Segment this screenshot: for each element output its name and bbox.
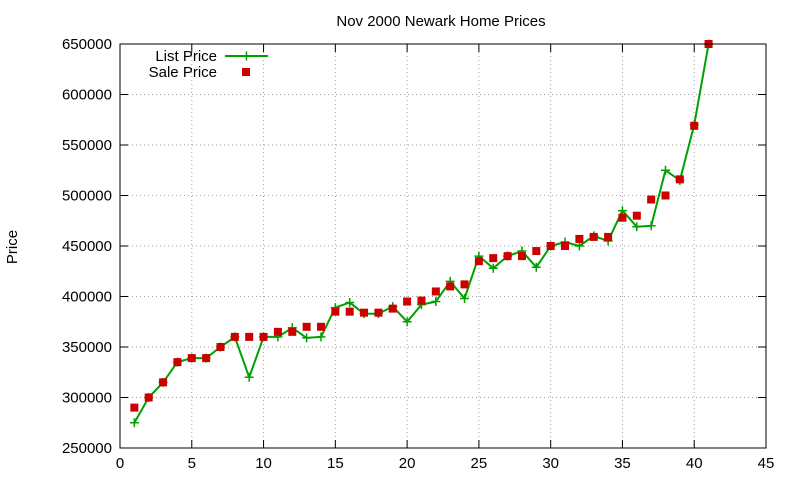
sale-price-point [144,393,153,402]
x-tick-label: 40 [686,455,703,472]
x-tick-label: 45 [758,455,775,472]
list-price-point [129,418,139,428]
sale-price-point [431,287,440,296]
plot-frame [119,43,767,449]
sale-price-point [230,332,239,341]
list-price-point [345,298,355,308]
y-tick-label: 350000 [62,339,112,356]
y-tick-label: 550000 [62,137,112,154]
sale-price-point [388,304,397,313]
list-price-point [244,372,254,382]
sale-price-point [130,403,139,412]
sale-price-point [417,296,426,305]
x-tick-label: 10 [255,455,272,472]
legend-label-sale-price: Sale Price [149,64,217,81]
list-price-point [531,262,541,272]
sale-price-point [331,307,340,316]
sale-price-point [690,121,699,130]
y-tick-label: 250000 [62,440,112,457]
chart-title: Nov 2000 Newark Home Prices [336,13,545,30]
list-price-point [431,297,441,307]
sale-price-point [446,282,455,291]
list-price-point [402,317,412,327]
legend-marker-list-price [242,51,251,61]
sale-price-point [302,322,311,331]
sale-price-point [589,232,598,241]
y-tick-label: 650000 [62,36,112,53]
y-tick-label: 600000 [62,87,112,104]
sale-price-point [546,242,555,250]
sale-price-point [288,327,297,336]
grid [120,44,766,448]
y-tick-label: 450000 [62,238,112,255]
sale-price-point [403,297,412,306]
sale-price-point [187,354,196,363]
sale-price-point [316,322,325,331]
sale-price-point [374,308,383,317]
legend-label-list-price: List Price [155,48,217,65]
x-tick-label: 25 [471,455,488,472]
list-price-point [632,222,642,232]
axis-ticks: 250000 300000 350000 400000 450000 500000 5500… [62,36,774,472]
x-tick-label: 5 [188,455,196,472]
x-tick-label: 20 [399,455,416,472]
y-tick-label: 400000 [62,289,112,306]
x-tick-label: 0 [116,455,124,472]
sale-price-point [661,191,670,200]
sale-price-point [618,213,627,222]
sale-price-point [216,343,225,351]
sale-price-point [474,257,483,266]
sale-price-point [460,280,469,289]
list-price-point [646,221,656,231]
list-price-point [316,332,326,342]
list-price-point [574,241,584,251]
legend: List Price Sale Price [149,48,268,81]
x-tick-label: 35 [614,455,631,472]
x-tick-label: 15 [327,455,344,472]
sale-price-point [259,332,268,341]
list-price-point [488,263,498,273]
sale-price-point [575,234,584,243]
sale-price-point [173,358,182,367]
y-tick-label: 500000 [62,188,112,205]
sale-price-point [647,195,656,204]
sale-price-point [245,332,254,341]
sale-price-point [532,247,541,256]
list-price-point [661,165,671,175]
x-tick-label: 30 [542,455,559,472]
sale-price-point [675,175,684,184]
sale-price-point [604,232,613,241]
sale-price-point [345,307,354,316]
sale-price-point [561,242,570,250]
sale-price-point [202,354,211,363]
sale-price-point [489,254,498,263]
plot-area [129,39,714,428]
list-price-point [617,206,627,216]
sale-price-point [360,308,369,317]
sale-price-point [517,252,526,261]
sale-price-point [273,327,282,336]
y-axis-label: Price [4,230,21,264]
legend-swatch-sale-price [242,68,250,76]
sale-price-point [503,252,512,261]
y-tick-label: 300000 [62,390,112,407]
list-price-point [302,333,312,343]
sale-price-point [632,211,641,220]
list-price-point [460,294,470,304]
sale-price-point [159,378,168,387]
